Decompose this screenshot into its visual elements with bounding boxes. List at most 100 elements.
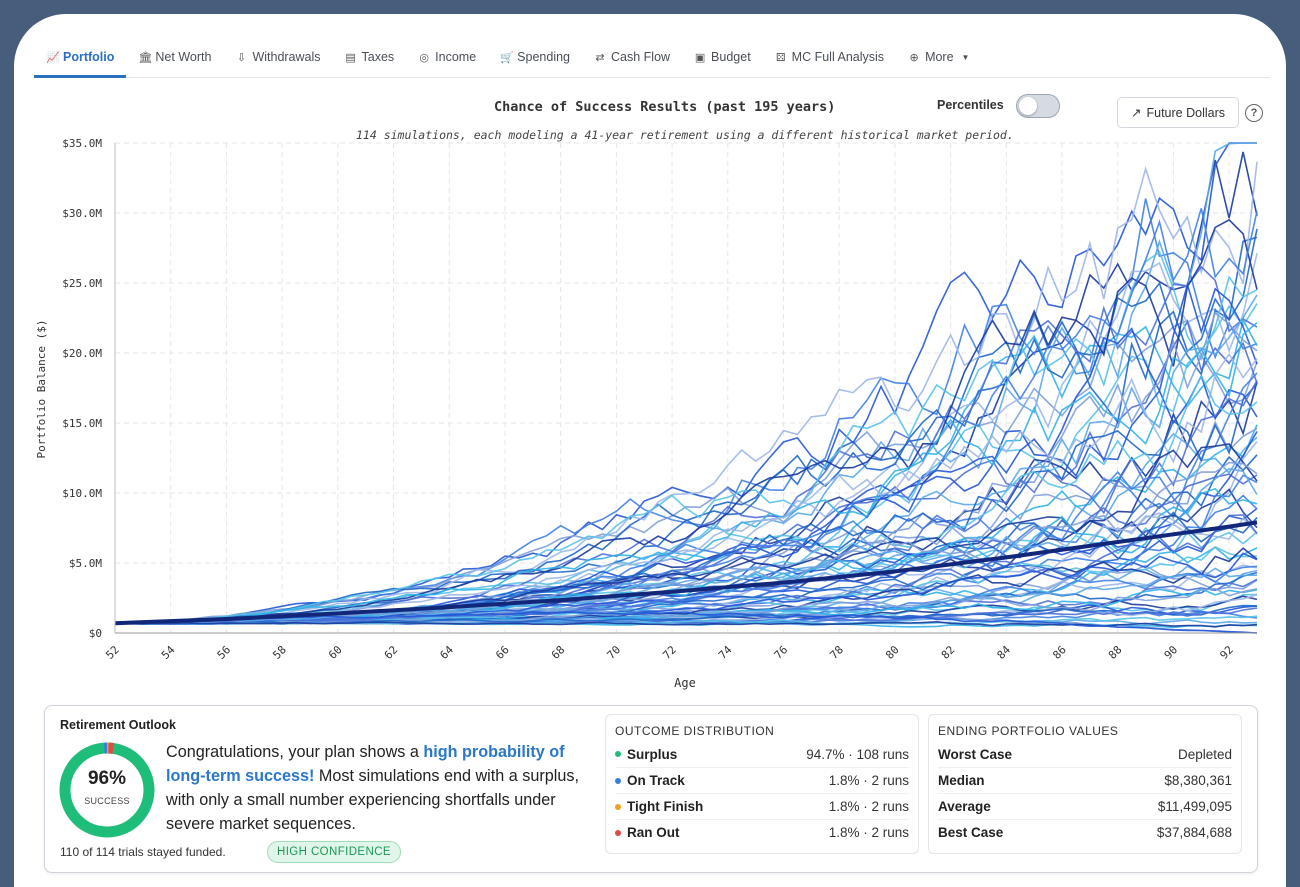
row-value: Depleted: [1177, 746, 1232, 762]
x-tick-label: 62: [382, 643, 401, 662]
tab-label: Taxes: [361, 50, 395, 64]
tab-cash-flow[interactable]: ⇄ Cash Flow: [582, 37, 682, 77]
help-icon[interactable]: ?: [1245, 104, 1263, 122]
row-label-text: Median: [938, 773, 985, 788]
cart-icon: 🛒: [500, 51, 514, 64]
success-gauge: [59, 742, 155, 838]
x-tick-label: 88: [1106, 643, 1125, 662]
x-tick-label: 74: [716, 643, 735, 662]
y-tick-label: $10.0M: [62, 487, 102, 500]
tab-label: More: [925, 50, 954, 64]
x-tick-label: 52: [103, 643, 122, 662]
portfolio-chart: $0 $5.0M $10.0M $15.0M $20.0M $25.0M $30.0M $35…: [35, 137, 1258, 690]
simulation-line: [114, 514, 1258, 625]
tab-portfolio[interactable]: 📈 Portfolio: [34, 37, 127, 78]
simulation-line: [114, 321, 1258, 625]
tab-taxes[interactable]: ▤ Taxes: [333, 37, 407, 77]
ending-title: ENDING PORTFOLIO VALUES: [938, 724, 1119, 738]
status-dot-icon: [615, 751, 621, 757]
dice-icon: ⚄: [775, 51, 786, 64]
tab-label: MC Full Analysis: [791, 50, 885, 64]
y-tick-label: $5.0M: [69, 557, 102, 570]
y-tick-label: $15.0M: [62, 417, 102, 430]
row-value: 1.8% · 2 runs: [828, 825, 909, 840]
document-icon: ▤: [345, 51, 356, 64]
median-series-line: [114, 520, 1258, 626]
future-dollars-button[interactable]: ↗ Future Dollars: [1117, 97, 1239, 128]
x-tick-label: 90: [1162, 643, 1181, 662]
success-percent: 96%: [87, 768, 127, 789]
tab-budget[interactable]: ▣ Budget: [682, 37, 763, 77]
tab-net-worth[interactable]: 🏛 Net Worth: [126, 37, 223, 77]
message-text: Congratulations, your plan shows a: [166, 743, 424, 761]
row-label-text: Best Case: [938, 825, 1004, 840]
tab-withdrawals[interactable]: ⇩ Withdrawals: [223, 37, 332, 77]
outlook-title: Retirement Outlook: [60, 718, 176, 732]
row-label-text: Average: [938, 799, 991, 814]
x-tick-label: 66: [493, 643, 512, 662]
tab-label: Spending: [517, 50, 570, 64]
message-highlight: high probability of long-term success!: [166, 743, 565, 785]
row-label: Best Case: [938, 825, 1003, 840]
confidence-badge: HIGH CONFIDENCE: [267, 841, 401, 863]
retirement-outlook-card: Retirement Outlook 96% SUCCESS Congratul…: [44, 705, 1258, 873]
tab-label: Net Worth: [155, 50, 212, 64]
row-label: Ran Out: [615, 825, 680, 840]
row-label: On Track: [615, 773, 685, 788]
chart-title: Chance of Success Results (past 195 year…: [494, 99, 836, 115]
outcome-distribution-panel: OUTCOME DISTRIBUTION Surplus 94.7% · 108 …: [605, 714, 919, 854]
x-tick-label: 54: [159, 643, 178, 662]
success-label: SUCCESS: [84, 796, 130, 806]
percentiles-toggle[interactable]: [1016, 94, 1060, 118]
chart-subtitle: 114 simulations, each modeling a 41-year…: [356, 128, 1014, 142]
simulation-line: [114, 236, 1258, 625]
median-line: [114, 520, 1258, 626]
distribution-row: Surplus 94.7% · 108 runs: [615, 741, 909, 767]
simulation-lines: [114, 142, 1258, 634]
distribution-row: Ran Out 1.8% · 2 runs: [615, 819, 909, 845]
status-dot-icon: [615, 829, 621, 836]
plus-circle-icon: ⊕: [909, 51, 919, 64]
outlook-message: Congratulations, your plan shows a high …: [166, 740, 606, 836]
tab-label: Income: [435, 50, 477, 64]
tab-label: Cash Flow: [611, 50, 671, 64]
distribution-row: On Track 1.8% · 2 runs: [615, 767, 909, 793]
gauge-success-arc: [59, 742, 155, 838]
row-value: 1.8% · 2 runs: [828, 799, 909, 814]
x-axis: 52 54 56 58 60 62 64 66 68 70 72 74 76 78 80 82 84 86 88 90…: [103, 632, 1257, 662]
row-label-text: Tight Finish: [627, 799, 704, 814]
message-text-end: Most simulations end with a surplus, wit…: [166, 767, 579, 833]
tab-label: Portfolio: [63, 50, 115, 64]
row-value: $11,499,095: [1157, 799, 1232, 814]
row-label: Median: [938, 773, 985, 788]
ending-row: Worst Case Depleted: [938, 741, 1232, 767]
y-tick-label: $30.0M: [62, 207, 102, 220]
ending-row: Best Case $37,884,688: [938, 819, 1232, 845]
tab-spending[interactable]: 🛒 Spending: [488, 37, 582, 77]
tab-more[interactable]: ⊕ More ▼: [896, 37, 981, 77]
distribution-title: OUTCOME DISTRIBUTION: [615, 724, 775, 738]
x-axis-label: Age: [674, 676, 696, 690]
row-label-text: Worst Case: [938, 746, 1013, 762]
row-label-text: Ran Out: [627, 825, 680, 840]
row-label: Average: [938, 799, 991, 814]
tab-income[interactable]: ◎ Income: [406, 37, 488, 77]
x-tick-label: 86: [1050, 643, 1069, 662]
tab-bar: 📈 Portfolio 🏛 Net Worth ⇩ Withdrawals ▤ Taxes ◎ I…: [34, 14, 1270, 78]
trials-summary: 110 of 114 trials stayed funded.: [60, 845, 226, 859]
status-dot-icon: [615, 777, 621, 784]
row-label-text: On Track: [627, 773, 685, 788]
row-value: $37,884,688: [1156, 825, 1232, 840]
trend-up-icon: ↗: [1131, 106, 1142, 120]
row-value: 1.8% · 2 runs: [828, 773, 909, 788]
status-dot-icon: [615, 803, 621, 810]
x-tick-label: 82: [939, 643, 958, 662]
tab-mc-full-analysis[interactable]: ⚄ MC Full Analysis: [763, 37, 896, 77]
row-label: Worst Case: [938, 747, 1012, 762]
row-label-text: Surplus: [627, 746, 678, 762]
x-tick-label: 70: [605, 643, 624, 662]
ending-row: Median $8,380,361: [938, 767, 1232, 793]
distribution-row: Tight Finish 1.8% · 2 runs: [615, 793, 909, 819]
wallet-icon: ▣: [694, 51, 706, 64]
y-axis: $0 $5.0M $10.0M $15.0M $20.0M $25.0M $30.0M $35…: [62, 137, 116, 640]
